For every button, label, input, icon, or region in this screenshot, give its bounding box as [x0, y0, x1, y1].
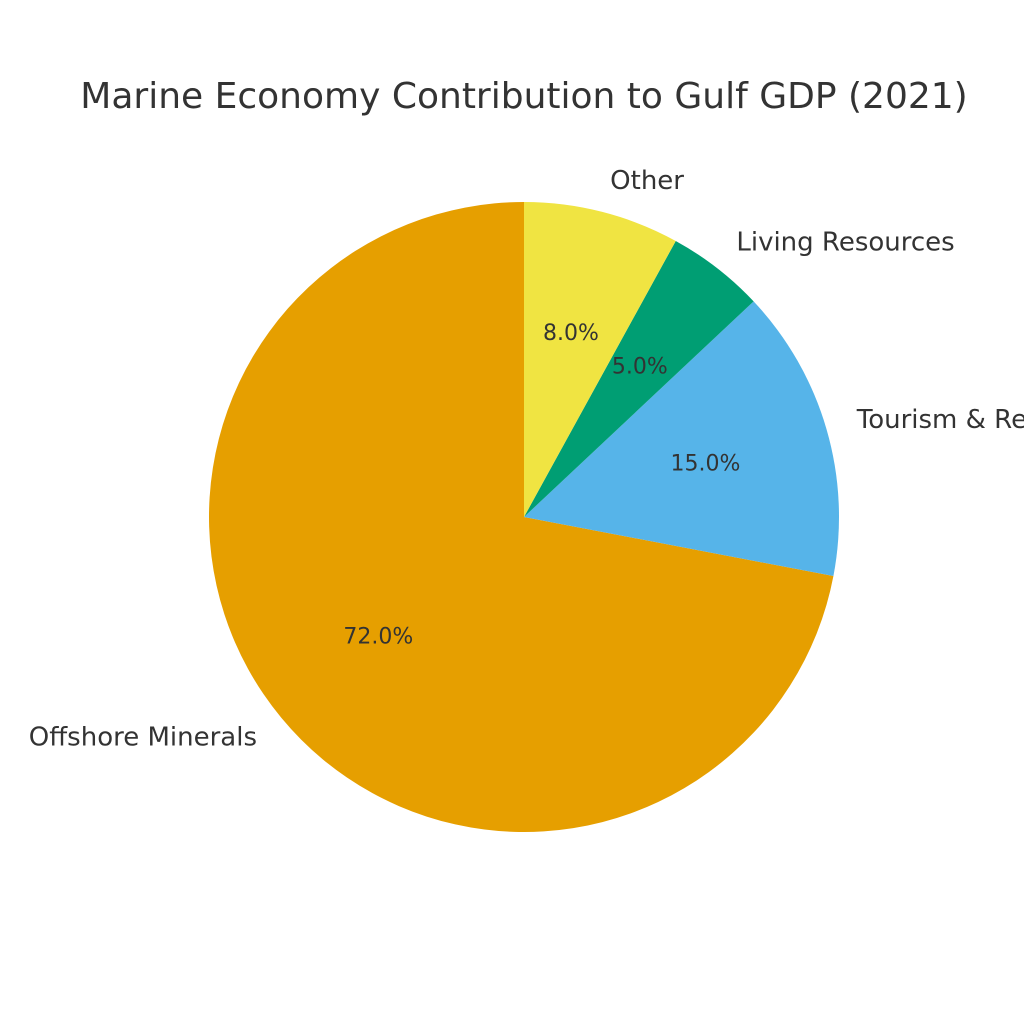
percent-label-offshore-minerals: 72.0% [343, 624, 413, 649]
category-label-tourism-recreation: Tourism & Recreation [856, 405, 1024, 435]
pie-slices [208, 202, 839, 832]
category-label-living-resources: Living Resources [736, 228, 954, 258]
percent-label-other: 8.0% [543, 321, 599, 346]
chart-title: Marine Economy Contribution to Gulf GDP … [80, 76, 967, 117]
percent-label-tourism-recreation: 15.0% [671, 451, 741, 476]
pie-slice-living-resources [524, 240, 754, 518]
percent-label-living-resources: 5.0% [612, 355, 668, 380]
category-label-offshore-minerals: Offshore Minerals [29, 722, 257, 752]
category-labels: Offshore Minerals Tourism & Recreation Liv… [29, 166, 1024, 752]
percent-labels: 72.0% 15.0% 5.0% 8.0% [343, 321, 740, 650]
pie-slice-offshore-minerals [208, 202, 834, 832]
category-label-other: Other [610, 166, 684, 196]
pie-slice-other [524, 202, 676, 517]
pie-slice-tourism-recreation [524, 301, 839, 577]
